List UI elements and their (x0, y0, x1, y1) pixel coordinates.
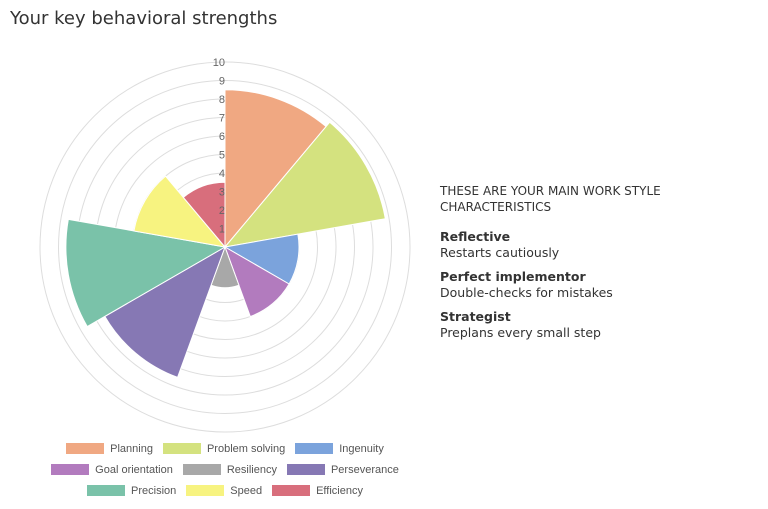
slice-planning[interactable] (224, 89, 327, 249)
grid-circle (39, 61, 411, 433)
legend-item-efficiency[interactable]: Efficiency (272, 485, 363, 497)
trait-item: Strategist Preplans every small step (440, 309, 740, 341)
trait-name: Strategist (440, 309, 511, 324)
legend-item-speed[interactable]: Speed (186, 485, 262, 497)
legend-label: Perseverance (330, 463, 399, 476)
characteristics-heading: THESE ARE YOUR MAIN WORK STYLE CHARACTER… (440, 184, 661, 214)
legend-item-ingenuity[interactable]: Ingenuity (295, 443, 384, 455)
tick-label: 10 (213, 57, 225, 69)
slice-goal-orientation[interactable] (224, 245, 290, 318)
legend-label: Ingenuity (339, 442, 384, 455)
legend-row: Planning Problem solving Ingenuity (40, 438, 410, 459)
legend-item-problem-solving[interactable]: Problem solving (162, 442, 286, 455)
legend-label: Planning (110, 442, 153, 455)
legend-swatch (66, 443, 105, 454)
legend-item-resiliency[interactable]: Resiliency (182, 463, 277, 476)
tick-label: 3 (219, 187, 225, 199)
radial-tick-labels: 1 2 3 4 5 6 7 8 9 10 (213, 57, 225, 236)
tick-label: 4 (219, 168, 225, 180)
grid-circle (58, 80, 392, 414)
characteristics-panel: THESE ARE YOUR MAIN WORK STYLE CHARACTER… (440, 183, 740, 349)
trait-description: Restarts cautiously (440, 245, 560, 260)
legend-swatch (162, 443, 201, 454)
legend-swatch (186, 485, 225, 496)
legend-swatch (87, 485, 126, 496)
legend-row: Precision Speed Efficiency (40, 480, 410, 501)
legend-label: Goal orientation (95, 463, 173, 476)
legend-swatch (286, 464, 325, 475)
slice-problem-solving[interactable] (223, 121, 386, 248)
legend-item-precision[interactable]: Precision (87, 485, 176, 497)
legend-label: Resiliency (226, 463, 277, 476)
slice-efficiency[interactable] (182, 181, 226, 249)
tick-label: 6 (219, 131, 225, 143)
tick-label: 9 (219, 76, 225, 88)
legend-swatch (182, 464, 221, 475)
legend-item-planning[interactable]: Planning (66, 443, 153, 455)
slice-perseverance[interactable] (104, 245, 226, 379)
tick-label: 7 (219, 113, 225, 125)
trait-name: Perfect implementor (440, 269, 586, 284)
legend-label: Efficiency (316, 484, 363, 497)
legend-swatch (295, 443, 334, 454)
legend-item-goal-orientation[interactable]: Goal orientation (51, 464, 173, 476)
trait-item: Reflective Restarts cautiously (440, 229, 740, 261)
tick-label: 2 (219, 205, 225, 217)
trait-description: Double-checks for mistakes (440, 285, 613, 300)
legend-swatch (272, 485, 311, 496)
legend-swatch (51, 464, 90, 475)
legend-label: Speed (230, 484, 263, 497)
slice-speed[interactable] (133, 175, 227, 248)
tick-label: 8 (219, 94, 225, 106)
slice-precision[interactable] (65, 218, 227, 328)
legend-item-perseverance[interactable]: Perseverance (286, 463, 399, 476)
trait-item: Perfect implementor Double-checks for mi… (440, 269, 740, 301)
page-title: Your key behavioral strengths (10, 8, 278, 29)
trait-name: Reflective (440, 229, 511, 244)
legend-label: Problem solving (206, 442, 286, 455)
chart-legend: Planning Problem solving Ingenuity Goal … (40, 438, 410, 501)
legend-label: Precision (131, 484, 177, 497)
legend-row: Goal orientation Resiliency Perseverance (40, 459, 410, 480)
chart-slices (65, 89, 386, 379)
tick-label: 1 (219, 224, 225, 236)
tick-label: 5 (219, 150, 225, 162)
trait-description: Preplans every small step (440, 325, 601, 340)
